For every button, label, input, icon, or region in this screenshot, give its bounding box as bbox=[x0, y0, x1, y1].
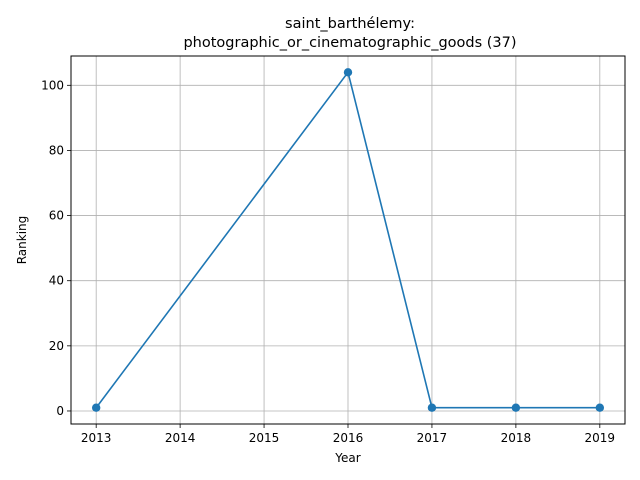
axis-ticks: 2013 2014 2015 2016 2017 2018 2019 0 20 40 60 80 100 bbox=[41, 78, 615, 445]
data-point bbox=[427, 403, 437, 412]
y-tick-label: 0 bbox=[56, 404, 64, 418]
x-tick-label: 2015 bbox=[249, 431, 280, 445]
x-axis-label: Year bbox=[334, 451, 360, 465]
x-tick-label: 2014 bbox=[165, 431, 196, 445]
data-point bbox=[511, 403, 521, 412]
y-tick-label: 20 bbox=[49, 339, 64, 353]
y-tick-label: 80 bbox=[49, 143, 64, 157]
x-tick-label: 2016 bbox=[333, 431, 364, 445]
chart-title-line-2: photographic_or_cinematographic_goods (3… bbox=[183, 35, 516, 51]
x-tick-label: 2019 bbox=[585, 431, 616, 445]
x-tick-label: 2017 bbox=[417, 431, 448, 445]
data-point bbox=[91, 403, 101, 412]
y-tick-label: 60 bbox=[49, 209, 64, 223]
x-tick-label: 2013 bbox=[81, 431, 112, 445]
chart-title-line-1: saint_barthélemy: bbox=[285, 16, 415, 32]
y-tick-label: 40 bbox=[49, 274, 64, 288]
grid-lines bbox=[71, 56, 625, 424]
series-layer bbox=[91, 68, 605, 412]
data-point bbox=[595, 403, 605, 412]
y-tick-label: 100 bbox=[41, 78, 64, 92]
y-axis-label: Ranking bbox=[15, 216, 29, 265]
data-point bbox=[343, 68, 353, 77]
x-tick-label: 2018 bbox=[501, 431, 532, 445]
